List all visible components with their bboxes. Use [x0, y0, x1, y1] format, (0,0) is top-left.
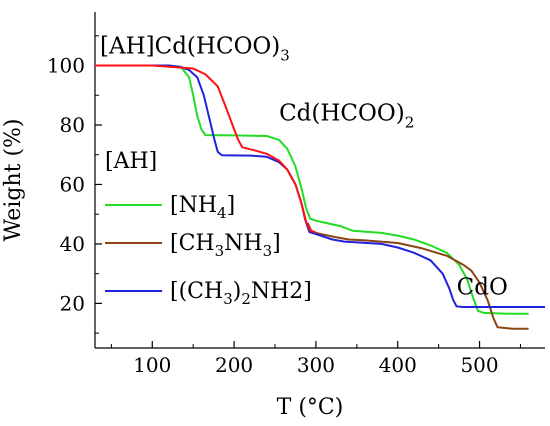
product-annotation: CdO — [457, 274, 508, 300]
x-tick-label: 100 — [133, 353, 171, 377]
y-tick-label: 60 — [60, 172, 85, 196]
x-tick-label: 300 — [297, 353, 335, 377]
legend-label-1: [NH4] — [170, 193, 235, 222]
series-line-2 — [306, 222, 529, 330]
x-tick-label: 200 — [215, 353, 253, 377]
annotations: [AH]Cd(HCOO)3 Cd(HCOO)2 CdO — [100, 34, 508, 301]
series-group — [95, 64, 545, 330]
x-tick-label: 500 — [460, 353, 498, 377]
legend-label-2: [CH3NH3] — [170, 231, 281, 260]
ticks: 100 200 300 400 500 20 40 60 80 100 — [47, 35, 521, 377]
legend: [AH] [NH4] [CH3NH3] [(CH3)2NH2] — [105, 149, 312, 308]
y-tick-label: 20 — [60, 291, 85, 315]
axes: T (°C) Weight (%) — [1, 12, 545, 420]
x-axis-label: T (°C) — [277, 395, 344, 420]
series-line-4 — [95, 64, 317, 234]
y-tick-label: 100 — [47, 54, 85, 78]
title-annotation: [AH]Cd(HCOO)3 — [100, 34, 290, 65]
y-tick-label: 40 — [60, 232, 85, 256]
legend-title: [AH] — [105, 149, 157, 174]
y-axis-label: Weight (%) — [1, 118, 26, 241]
y-tick-label: 80 — [60, 113, 85, 137]
series-line-1 — [95, 64, 529, 315]
intermediate-annotation: Cd(HCOO)2 — [279, 101, 414, 132]
x-tick-label: 400 — [379, 353, 417, 377]
legend-label-3: [(CH3)2NH2] — [170, 279, 312, 308]
series-line-3 — [95, 64, 545, 308]
